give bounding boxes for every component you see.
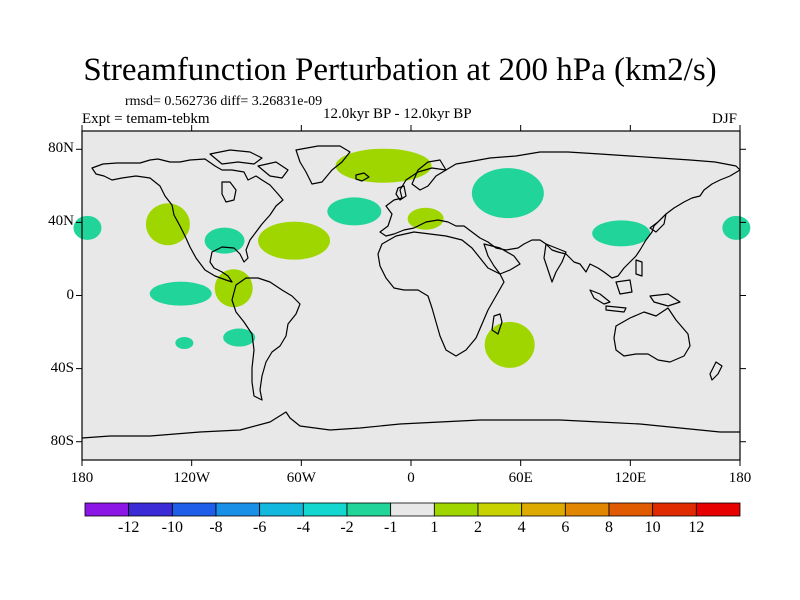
anomaly-tropical-pacific-low xyxy=(149,281,212,306)
colorbar-label: -12 xyxy=(117,519,140,536)
colorbar-swatch xyxy=(477,502,523,517)
anomaly-eurasia-low xyxy=(471,168,544,219)
new-zealand-coast xyxy=(709,361,723,381)
anomaly-central-atlantic-high xyxy=(258,221,331,260)
coastlines xyxy=(81,145,741,439)
colorbar-label: -6 xyxy=(252,519,267,536)
lat-label: 40S xyxy=(50,359,74,376)
anomaly-north-america-low xyxy=(204,227,245,254)
stats-subtitle: rmsd= 0.562736 diff= 3.26831e-09 xyxy=(125,94,323,109)
colorbar-swatch xyxy=(390,502,435,517)
colorbar-label: -1 xyxy=(383,519,398,536)
colorbar-swatch xyxy=(695,502,741,517)
madagascar-coast xyxy=(491,313,503,335)
india-coast xyxy=(543,243,567,283)
lon-label: 60W xyxy=(286,470,316,486)
anomaly-mediterranean-high xyxy=(407,207,444,230)
britain-coast xyxy=(395,185,407,201)
colorbar-swatch xyxy=(302,502,348,517)
anomaly-north-atlantic-low xyxy=(327,197,382,226)
anomaly-north-atlantic-high xyxy=(335,148,432,183)
colorbar-swatch xyxy=(564,502,610,517)
lat-label: 80S xyxy=(50,432,74,449)
sumatra-coast xyxy=(589,289,611,305)
new-guinea-coast xyxy=(649,293,681,307)
colorbar-label: -2 xyxy=(340,519,354,536)
colorbar-label: -10 xyxy=(161,519,183,536)
colorbar-swatch xyxy=(346,502,392,517)
colorbar-swatch xyxy=(652,502,697,517)
colorbar-label: 1 xyxy=(430,519,439,536)
greenland-coast xyxy=(295,145,351,185)
anomaly-west-pacific-low xyxy=(592,220,651,247)
eurasia-coast xyxy=(379,151,741,279)
chart-title: Streamfunction Perturbation at 200 hPa (… xyxy=(83,52,717,88)
colorbar xyxy=(84,502,741,517)
africa-coast xyxy=(377,231,505,357)
colorbar-swatch xyxy=(171,502,217,517)
anomaly-northeast-pacific-high xyxy=(145,203,190,246)
colorbar-label: -8 xyxy=(209,519,223,536)
lon-label: 180 xyxy=(70,470,94,486)
period-label: 12.0kyr BP - 12.0kyr BP xyxy=(323,106,472,122)
anomaly-dateline-low-east xyxy=(722,215,751,240)
colorbar-swatch xyxy=(215,502,261,517)
anomaly-central-america-high xyxy=(214,269,253,308)
lon-label: 180 xyxy=(728,470,752,486)
lon-label: 0 xyxy=(407,470,415,486)
baffin-island-coast xyxy=(257,161,289,179)
arctic-islands-coast xyxy=(209,149,263,165)
colorbar-swatch xyxy=(84,502,130,517)
lat-label: 80N xyxy=(48,140,74,157)
anomaly-south-pacific-low-small xyxy=(175,337,194,350)
colorbar-swatch xyxy=(259,502,304,517)
lon-label: 120E xyxy=(614,470,647,486)
iceland-coast xyxy=(355,172,370,182)
colorbar-label: 6 xyxy=(561,519,570,536)
colorbar-swatch xyxy=(433,502,479,517)
colorbar-label: 2 xyxy=(474,519,482,536)
anomaly-dateline-low-west xyxy=(73,215,102,240)
philippines-coast xyxy=(635,259,643,277)
java-coast xyxy=(605,305,627,313)
north-america-coast xyxy=(91,158,284,283)
lon-label: 60E xyxy=(508,470,533,486)
colorbar-swatch xyxy=(128,502,173,517)
lon-label: 120W xyxy=(173,470,210,486)
japan-coast xyxy=(649,213,667,233)
season-label: DJF xyxy=(712,111,738,127)
lat-label: 40N xyxy=(48,213,74,230)
borneo-coast xyxy=(615,279,633,295)
colorbar-label: -4 xyxy=(296,519,310,536)
antarctica-coast xyxy=(81,411,740,439)
colorbar-swatch xyxy=(608,502,654,517)
colorbar-swatch xyxy=(521,502,566,517)
south-america-coast xyxy=(231,277,301,401)
lat-label: 0 xyxy=(66,286,75,303)
hudson-bay-coast xyxy=(221,181,237,203)
colorbar-label: 10 xyxy=(644,519,661,536)
colorbar-label: 4 xyxy=(517,519,526,536)
australia-coast xyxy=(613,307,691,363)
experiment-label: Expt = temam-tebkm xyxy=(82,111,210,127)
anomaly-south-pacific-low xyxy=(223,328,256,347)
colorbar-label: 8 xyxy=(605,519,613,536)
arabia-coast xyxy=(483,243,521,275)
axis-ticks xyxy=(76,125,746,466)
colorbar-label: 12 xyxy=(688,519,705,536)
scandinavia-coast xyxy=(411,159,447,191)
